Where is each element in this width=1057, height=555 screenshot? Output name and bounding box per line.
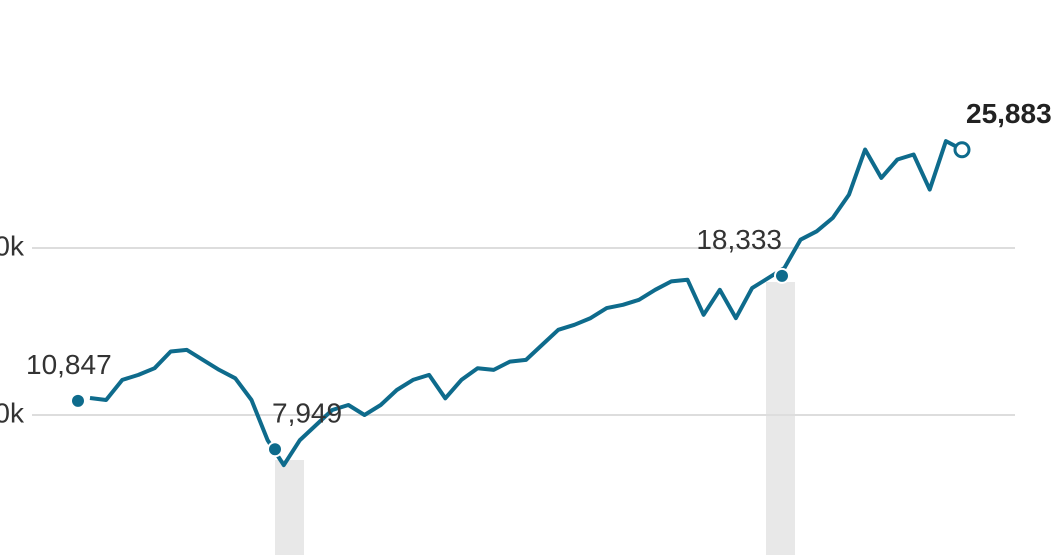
y-tick-label: 20k xyxy=(0,230,25,261)
annotation-dot xyxy=(267,441,283,458)
annotation-label: 10,847 xyxy=(26,349,112,380)
annotation-label: 7,949 xyxy=(272,398,342,429)
annotation-label: 18,333 xyxy=(696,224,782,255)
shaded-period xyxy=(766,282,795,555)
annotation-dot xyxy=(953,141,971,159)
line xyxy=(89,139,963,468)
y-tick-label: 10k xyxy=(0,397,25,428)
annotation-dot xyxy=(774,267,790,284)
annotation-label: 25,883 xyxy=(966,98,1052,129)
annotation-dot xyxy=(70,392,86,409)
shaded-period xyxy=(275,460,304,555)
